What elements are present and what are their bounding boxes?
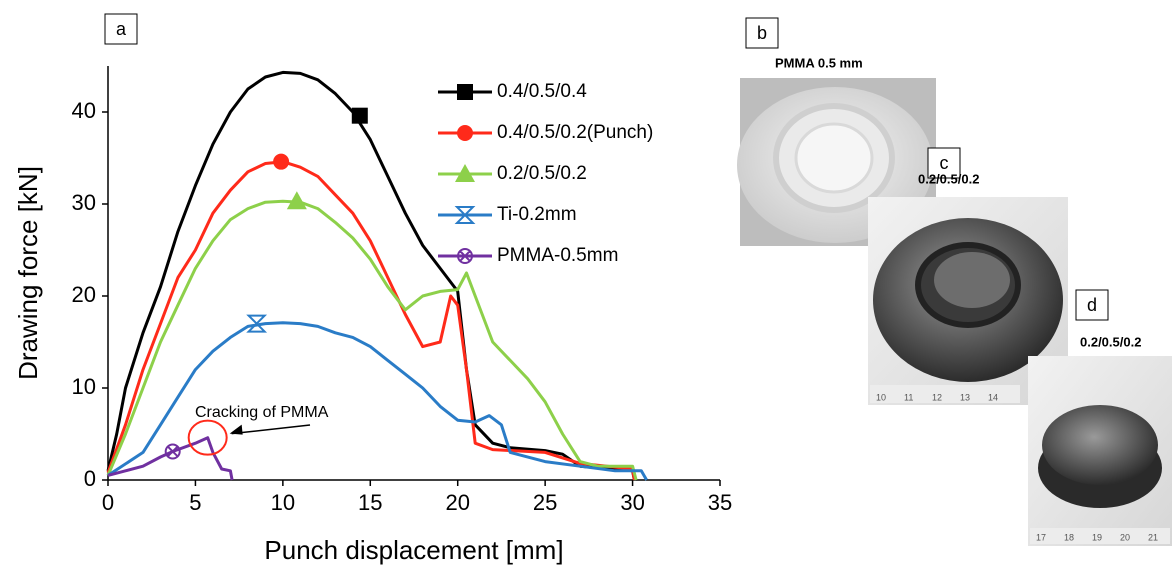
legend-label: 0.2/0.5/0.2 [497, 163, 587, 184]
x-tick-label: 25 [533, 490, 557, 515]
x-tick-label: 15 [358, 490, 382, 515]
annotation-ellipse [187, 419, 228, 456]
y-tick-label: 20 [72, 282, 96, 307]
marker [286, 191, 307, 210]
marker [351, 107, 368, 124]
series-line [106, 160, 636, 481]
ruler-label: 10 [876, 392, 886, 402]
x-axis-label: Punch displacement [mm] [264, 535, 563, 565]
legend-label: PMMA-0.5mm [497, 245, 618, 266]
x-tick-label: 30 [620, 490, 644, 515]
ruler-label: 21 [1148, 532, 1158, 542]
photo-caption: 0.2/0.5/0.2 [1080, 334, 1141, 349]
x-tick-label: 0 [102, 490, 114, 515]
ruler-label: 17 [1036, 532, 1046, 542]
ruler-label: 20 [1120, 532, 1130, 542]
panel-label: a [116, 19, 127, 39]
x-tick-label: 35 [708, 490, 732, 515]
y-tick-label: 0 [84, 466, 96, 491]
ruler-label: 14 [988, 392, 998, 402]
series-line [107, 436, 234, 481]
legend-label: 0.4/0.5/0.4 [497, 81, 587, 102]
marker [164, 443, 181, 460]
legend-label: Ti-0.2mm [497, 204, 577, 225]
photo-caption: 0.2/0.5/0.2 [918, 171, 979, 186]
marker [246, 314, 268, 333]
ruler-label: 11 [904, 392, 913, 402]
annotation: Cracking of PMMA [195, 404, 329, 421]
legend-label: 0.4/0.5/0.2(Punch) [497, 122, 653, 143]
y-tick-label: 10 [72, 374, 96, 399]
ruler-label: 19 [1092, 532, 1102, 542]
photo-label-box [927, 147, 961, 179]
x-tick-label: 10 [271, 490, 295, 515]
ruler-label: 12 [932, 392, 942, 402]
series-line [106, 199, 638, 481]
y-tick-label: 40 [72, 98, 96, 123]
photo-d [1028, 356, 1172, 546]
x-tick-label: 5 [189, 490, 201, 515]
series-line [107, 321, 648, 481]
x-tick-label: 20 [445, 490, 469, 515]
photo-caption: PMMA 0.5 mm [775, 55, 863, 70]
legend-marker [455, 164, 475, 182]
photo-label: c [940, 153, 949, 173]
legend-marker [457, 84, 473, 100]
panel-label-box [104, 13, 138, 45]
y-axis-label: Drawing force [kN] [13, 166, 43, 380]
annotation-arrowhead [229, 424, 243, 435]
ruler-label: 18 [1064, 532, 1074, 542]
photo-label-box [1075, 289, 1109, 321]
legend-marker [457, 125, 473, 141]
photo-label: d [1087, 295, 1097, 315]
legend-marker [454, 206, 476, 224]
annotation-arrow [231, 424, 311, 435]
photo-label: b [757, 23, 767, 43]
photo-label-box [745, 17, 779, 49]
legend-marker [457, 248, 474, 264]
marker [273, 153, 290, 170]
ruler-label: 13 [960, 392, 970, 402]
y-tick-label: 30 [72, 190, 96, 215]
